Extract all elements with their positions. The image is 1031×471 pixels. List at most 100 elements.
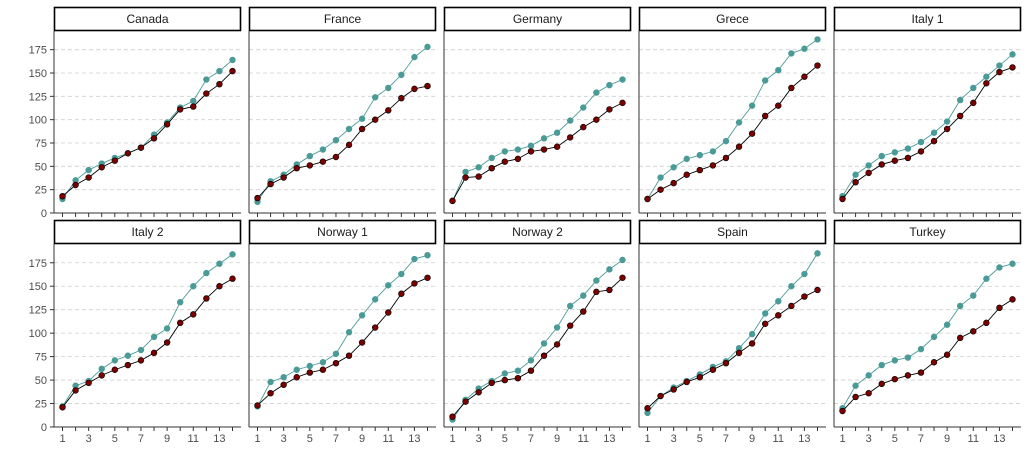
teal-series-point [280, 374, 287, 381]
red-series-point [722, 359, 730, 367]
red-series-point [540, 146, 548, 153]
teal-series-point [619, 256, 626, 264]
red-series-point [735, 143, 743, 150]
y-tick-label: 150 [29, 68, 47, 80]
teal-series-point [775, 66, 782, 74]
facet-strip [833, 6, 1022, 32]
red-series-line [257, 85, 428, 199]
teal-series-point [996, 62, 1003, 69]
teal-series-line [452, 259, 623, 420]
teal-series-point [930, 129, 938, 136]
red-series-point [411, 85, 418, 93]
facet-strip-label: Italy 1 [911, 12, 943, 26]
teal-series-point [580, 104, 587, 111]
teal-series-point [593, 277, 600, 284]
x-tick-label: 11 [578, 433, 589, 445]
red-series-point [761, 112, 769, 120]
teal-series-point [540, 135, 548, 142]
y-tick-label: 50 [35, 161, 47, 173]
red-series-point [748, 340, 756, 347]
teal-series-point [385, 84, 392, 92]
teal-series-point [137, 346, 145, 354]
teal-series-point [150, 333, 158, 341]
facet-panel-canada: Canada 0 25 50 75 100 125 150 175 [29, 6, 242, 220]
red-series-point [124, 150, 132, 157]
teal-series-point [983, 73, 990, 80]
y-tick-label: 125 [29, 305, 47, 317]
red-series-point [137, 357, 145, 364]
facet-strip-label: Germany [513, 12, 562, 26]
y-tick-label: 75 [35, 352, 47, 364]
teal-series-point [190, 97, 197, 105]
x-tick-label: 5 [307, 433, 313, 445]
teal-series-point [488, 154, 495, 162]
red-series-point [475, 173, 482, 180]
red-series-point [943, 351, 951, 358]
teal-series-point [1009, 51, 1016, 58]
red-series-point [970, 99, 977, 107]
teal-series-point [358, 312, 366, 319]
x-tick-label: 5 [697, 433, 703, 445]
red-series-point [163, 121, 171, 128]
x-tick-label: 3 [671, 433, 677, 445]
red-series-point [319, 158, 327, 165]
facet-strip-label: Norway 1 [317, 225, 368, 239]
x-tick-label: 1 [254, 433, 260, 445]
red-series-point [501, 376, 509, 384]
red-series-point [606, 106, 613, 113]
red-series-point [683, 378, 690, 386]
red-series-point [996, 304, 1003, 312]
red-series-point [424, 82, 431, 90]
teal-series-point [996, 264, 1003, 271]
red-series-point [280, 174, 287, 181]
red-series-point [111, 157, 119, 164]
facet-panel-norway-2: Norway 21 3 5 7 9 11 13 [443, 219, 632, 445]
teal-series-point [111, 357, 119, 364]
facet-strip [638, 219, 827, 245]
teal-series-point [411, 255, 418, 263]
red-series-point [891, 375, 899, 383]
y-tick-label: 175 [29, 45, 47, 57]
red-series-point [1009, 64, 1016, 71]
red-series-point [566, 322, 574, 329]
red-series-point [85, 174, 92, 181]
red-series-point [943, 125, 951, 133]
red-series-point [956, 334, 964, 342]
red-series-point [398, 290, 405, 297]
red-series-point [996, 68, 1003, 76]
x-tick-label: 5 [892, 433, 898, 445]
red-series-point [98, 164, 105, 171]
red-series-point [176, 106, 184, 113]
teal-series-point [788, 50, 795, 57]
red-series-point [930, 137, 938, 145]
red-series-point [527, 148, 535, 155]
red-series-point [150, 135, 158, 142]
x-tick-label: 3 [281, 433, 287, 445]
red-series-point [709, 162, 717, 169]
x-tick-label: 1 [839, 433, 845, 445]
teal-series-point [657, 174, 664, 181]
teal-series-point [709, 148, 717, 155]
red-series-point [124, 361, 132, 369]
red-series-point [216, 80, 223, 88]
teal-series-point [566, 117, 574, 124]
teal-series-point [814, 36, 821, 43]
teal-series-point [319, 359, 327, 366]
red-series-point [267, 180, 274, 188]
teal-series-point [593, 89, 600, 96]
teal-series-point [203, 76, 210, 83]
red-series-point [267, 390, 274, 397]
teal-series-point [814, 250, 821, 257]
red-series-point [424, 274, 431, 281]
red-series-point [788, 84, 795, 92]
red-series-point [254, 402, 261, 409]
teal-series-point [983, 275, 990, 282]
teal-series-point [930, 333, 938, 341]
red-series-point [670, 179, 677, 187]
teal-series-point [801, 270, 808, 278]
y-tick-label: 150 [29, 281, 47, 293]
y-tick-label: 125 [29, 91, 47, 103]
red-series-point [1009, 296, 1016, 303]
